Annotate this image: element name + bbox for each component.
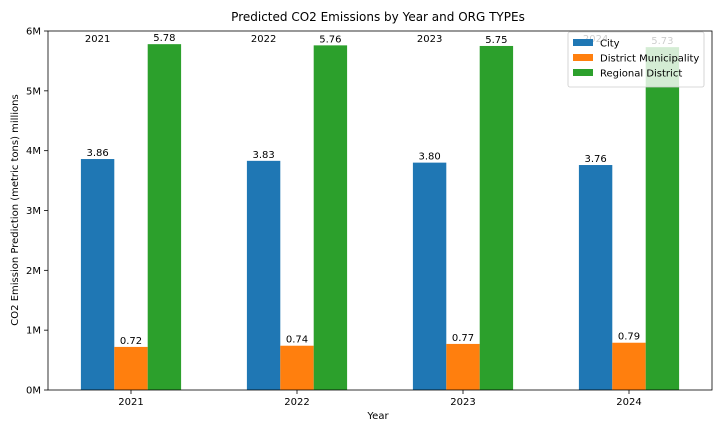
bar-district-municipality-2024 [612,343,645,390]
legend-swatch [573,39,593,46]
y-tick-label: 3M [26,206,41,217]
chart-title: Predicted CO2 Emissions by Year and ORG … [231,10,525,24]
y-tick-label: 6M [26,27,41,38]
data-label: 5.75 [485,35,507,46]
bar-regional-district-2024 [646,47,679,390]
bar-district-municipality-2021 [114,347,147,390]
bar-regional-district-2023 [480,46,513,390]
y-tick-label: 4M [26,146,41,157]
legend-label: City [600,39,620,50]
data-label: 3.80 [418,152,440,163]
year-annotation: 2022 [251,34,276,45]
data-label: 0.72 [120,336,142,347]
data-label: 0.77 [452,333,474,344]
y-axis-label: CO2 Emission Prediction (metric tons) mi… [10,94,21,325]
bar-city-2024 [579,165,612,390]
x-tick-label: 2024 [616,397,641,408]
bar-regional-district-2022 [314,45,347,390]
legend-swatch [573,69,593,76]
year-annotation: 2021 [85,34,110,45]
y-tick-label: 2M [26,266,41,277]
data-label: 5.78 [153,33,175,44]
bar-city-2023 [413,163,446,390]
year-annotation: 2023 [417,34,442,45]
legend: City District Municipality Regional Distri… [568,32,704,87]
legend-swatch [573,54,593,61]
x-axis-label: Year [366,411,389,422]
data-label: 5.76 [319,34,341,45]
x-tick-label: 2022 [284,397,309,408]
bar-district-municipality-2023 [446,344,479,390]
y-tick-label: 5M [26,86,41,97]
legend-label: Regional District [600,69,682,80]
bar-regional-district-2021 [148,44,181,390]
data-label: 3.83 [252,150,274,161]
x-tick-label: 2021 [118,397,143,408]
bar-city-2022 [247,161,280,390]
data-label: 3.86 [86,148,108,159]
bar-district-municipality-2022 [280,346,313,390]
data-label: 3.76 [584,154,606,165]
legend-label: District Municipality [600,54,699,65]
data-label: 0.79 [618,332,640,343]
y-tick-label: 1M [26,326,41,337]
y-tick-label: 0M [26,386,41,397]
bar-city-2021 [81,159,114,390]
x-tick-label: 2023 [450,397,475,408]
data-label: 0.74 [286,335,308,346]
